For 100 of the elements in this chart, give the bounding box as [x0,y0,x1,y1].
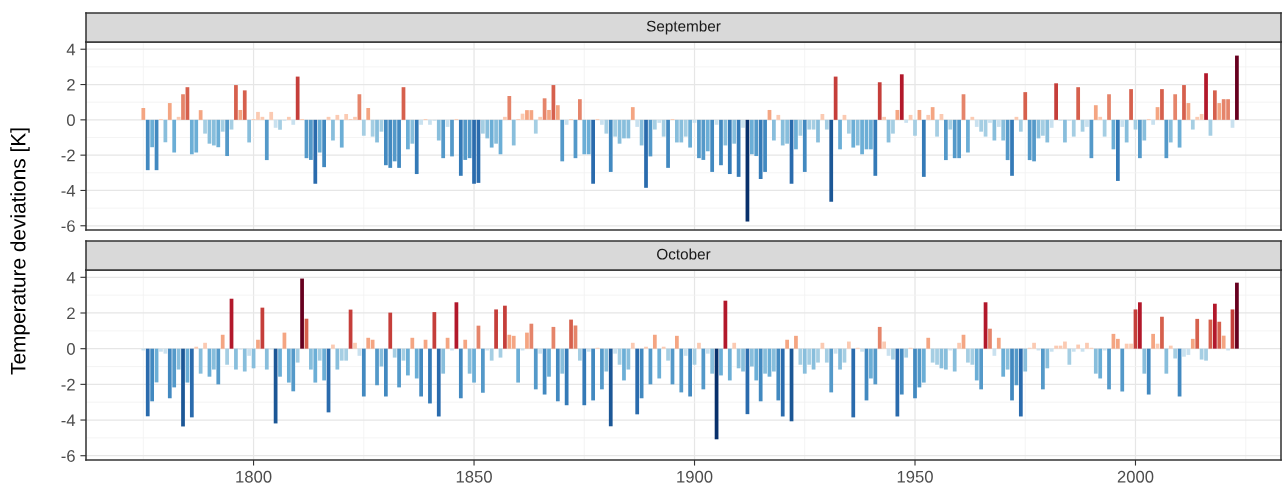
bar [366,108,371,120]
bar [450,119,454,157]
bar [212,348,216,370]
bar [582,348,587,406]
bar [458,119,463,176]
bar [710,348,715,374]
bar [970,348,975,365]
bar [630,107,635,120]
bar [203,119,207,134]
bar [317,348,322,361]
bar [564,348,569,406]
bar [564,119,569,125]
bar [776,348,781,401]
bar [1045,119,1050,143]
bar [749,119,754,155]
bar [838,348,842,370]
bar [657,119,662,123]
bar [1063,119,1067,143]
bar [754,119,759,157]
bar [485,119,490,139]
bar [392,119,397,162]
bar [516,348,521,383]
bar [242,90,247,120]
bar [1129,89,1133,120]
bar [608,348,613,427]
bar [317,119,322,153]
bar [1190,338,1195,349]
bar [675,335,679,349]
bar [1054,83,1058,120]
bar [675,119,679,143]
bar [511,335,516,349]
bar [697,119,701,159]
y-tick-label: -4 [61,185,76,197]
bar [794,119,798,150]
bar [406,348,410,376]
bar [1120,348,1125,392]
bar [458,348,463,399]
bar [172,119,177,153]
bar [1124,343,1129,349]
bar [1093,348,1098,374]
bar [1160,89,1164,120]
bar [1107,94,1111,120]
bar [291,119,296,125]
bar [1195,116,1200,120]
bar [247,348,252,356]
y-tick-label: -2 [61,149,75,162]
bar [1010,119,1014,176]
bar [375,119,379,143]
bar [300,278,304,349]
bar [807,119,812,130]
bar [657,348,662,379]
bar [957,342,961,349]
bar [529,110,534,120]
x-tick-label: 1900 [677,470,713,483]
bar [855,119,860,146]
bar [1212,90,1217,120]
bar [838,119,842,150]
bar [353,116,357,120]
bar [375,348,379,386]
bar [1195,318,1200,349]
bar [763,119,767,172]
bar [361,119,366,136]
chart-title: September [646,20,721,35]
bar [829,119,834,202]
bar [1173,348,1178,359]
bar [1098,116,1103,120]
bar [322,119,326,168]
bar [1217,103,1222,120]
bar [1054,345,1058,349]
bar [1098,348,1103,379]
bar [988,328,992,349]
bar [313,348,318,383]
y-tick-label: 2 [67,78,75,91]
bar [974,348,979,381]
bar [926,337,931,349]
bar [331,119,335,141]
bar [1217,321,1222,349]
bar [419,348,423,397]
bar [145,119,150,171]
bar [701,119,706,160]
bar [1115,119,1120,181]
bar [555,105,560,120]
bar [256,111,260,120]
bar [727,119,732,175]
bar [1212,303,1217,349]
bar [873,119,878,176]
bar [511,119,516,146]
bar [652,334,657,349]
bar [860,119,864,155]
bar [525,332,529,349]
bar [921,119,926,177]
bar [780,119,785,146]
bar [1085,119,1089,127]
bar [679,348,684,393]
bar [194,119,199,153]
bar [295,76,300,120]
bar [366,337,371,349]
bar [560,348,565,374]
bar [1049,348,1054,352]
bar [935,119,939,137]
